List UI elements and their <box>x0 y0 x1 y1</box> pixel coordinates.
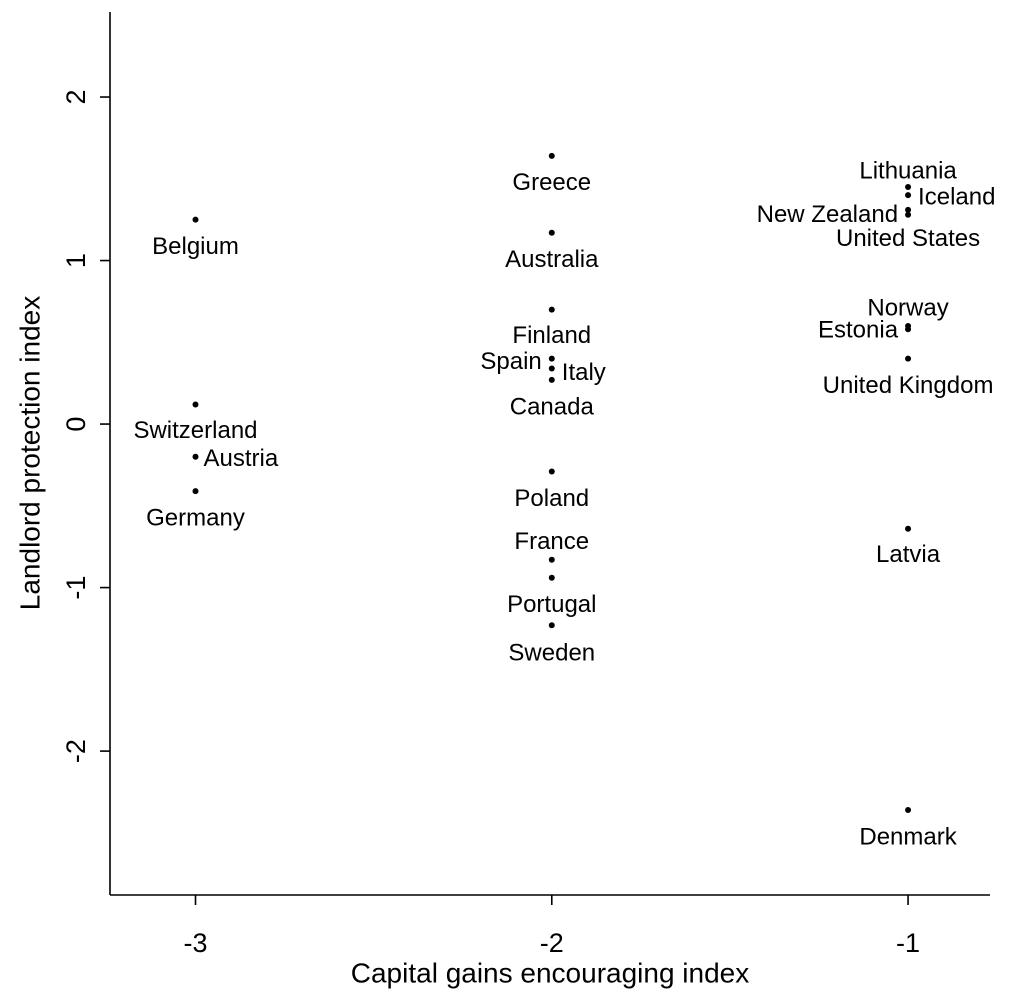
y-tick-label: -1 <box>61 576 91 600</box>
point <box>192 453 199 460</box>
point <box>548 365 555 372</box>
point-label: United Kingdom <box>823 372 994 399</box>
point-label: Sweden <box>508 640 595 667</box>
point-label: United States <box>836 225 980 252</box>
point-label: Estonia <box>818 317 899 344</box>
point-label: Australia <box>505 246 599 273</box>
point-label: Iceland <box>918 183 995 210</box>
point <box>548 468 555 475</box>
point-label: Portugal <box>507 591 596 618</box>
point-label: New Zealand <box>757 201 898 228</box>
point-label: Switzerland <box>133 417 257 444</box>
point-label: Austria <box>204 445 279 472</box>
point-label: Denmark <box>859 823 957 850</box>
point <box>905 806 912 813</box>
point-label: Poland <box>514 485 589 512</box>
point <box>548 355 555 362</box>
point <box>548 306 555 313</box>
point-label: Finland <box>512 322 591 349</box>
point <box>905 192 912 199</box>
y-tick-label: 0 <box>61 417 91 432</box>
point <box>192 401 199 408</box>
x-tick-label: -1 <box>896 928 920 958</box>
x-tick-label: -2 <box>540 928 564 958</box>
point <box>548 152 555 159</box>
point <box>548 229 555 236</box>
point-label: Latvia <box>876 541 941 568</box>
point <box>905 525 912 532</box>
x-tick-label: -3 <box>183 928 207 958</box>
y-tick-label: -2 <box>61 739 91 763</box>
point-label: Canada <box>510 393 595 420</box>
point-label: Norway <box>867 294 948 321</box>
point-label: Lithuania <box>859 157 957 184</box>
y-axis-title: Landlord protection index <box>14 296 45 610</box>
point <box>905 183 912 190</box>
point <box>548 556 555 563</box>
point-label: Greece <box>512 169 591 196</box>
point-label: Spain <box>480 348 541 375</box>
x-axis-title: Capital gains encouraging index <box>351 957 750 988</box>
point <box>548 622 555 629</box>
y-tick-label: 1 <box>61 253 91 268</box>
y-tick-label: 2 <box>61 90 91 105</box>
point <box>192 216 199 223</box>
point-label: Germany <box>146 504 245 531</box>
point <box>905 326 912 333</box>
point-label: Italy <box>562 359 606 386</box>
point <box>192 488 199 495</box>
point <box>905 206 912 213</box>
point <box>548 574 555 581</box>
point <box>548 376 555 383</box>
point <box>905 355 912 362</box>
point-label: France <box>514 528 589 555</box>
point-label: Belgium <box>152 233 239 260</box>
point <box>905 211 912 218</box>
